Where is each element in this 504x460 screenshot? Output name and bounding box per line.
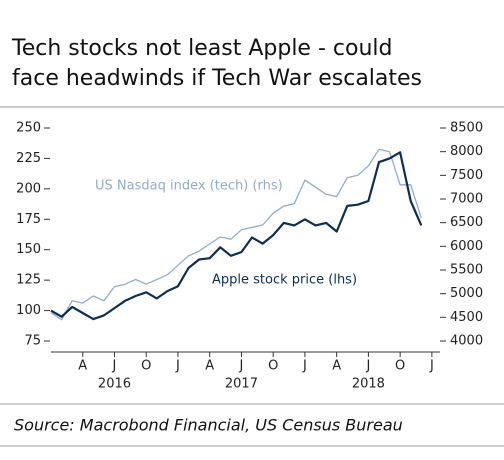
y2-tick-label: 5500 (450, 263, 483, 278)
y2-tick-label: 5000 (450, 286, 483, 301)
year-label: 2017 (225, 377, 258, 392)
x-tick-label: A (78, 359, 87, 374)
y-tick-label: 125 (16, 273, 41, 288)
x-tick-label: J (112, 359, 117, 374)
line-series (50, 148, 422, 321)
y-tick-label: 150 (16, 242, 41, 257)
x-tick-label: J (429, 359, 434, 374)
y2-tick-label: 4000 (450, 334, 483, 349)
y-tick-label: 175 (16, 212, 41, 227)
y2-tick-label: 8500 (450, 121, 483, 136)
x-tick-label: O (268, 359, 278, 374)
source: Source: Macrobond Financial, US Census B… (14, 416, 403, 435)
y2-tick-label: 4500 (450, 310, 483, 325)
y2-tick-label: 6500 (450, 215, 483, 230)
series-label: US Nasdaq index (tech) (rhs) (95, 179, 283, 194)
y-tick-label: 75 (24, 334, 41, 349)
y-tick-label: 225 (16, 151, 41, 166)
chart-title: Tech stocks not least Apple - could (11, 36, 392, 61)
x-tick-label: O (395, 359, 405, 374)
y2-tick-label: 8000 (450, 144, 483, 159)
series-label: Apple stock price (lhs) (212, 273, 357, 288)
x-tick-label: J (175, 359, 180, 374)
x-tick-label: J (239, 359, 244, 374)
y2-tick-label: 7500 (450, 168, 483, 183)
x-tick-label: O (141, 359, 151, 374)
y2-tick-label: 6000 (450, 239, 483, 254)
y-tick-label: 250 (16, 121, 41, 136)
x-tick-label: A (332, 359, 341, 374)
y2-tick-label: 7000 (450, 192, 483, 207)
year-label: 2018 (352, 377, 385, 392)
x-tick-label: J (302, 359, 307, 374)
y-tick-label: 100 (16, 303, 41, 318)
year-label: 2016 (98, 377, 131, 392)
x-tick-label: A (205, 359, 214, 374)
line-series (50, 151, 423, 321)
chart-title: face headwinds if Tech War escalates (12, 66, 422, 91)
y-tick-label: 200 (16, 181, 41, 196)
x-tick-label: J (365, 359, 370, 374)
